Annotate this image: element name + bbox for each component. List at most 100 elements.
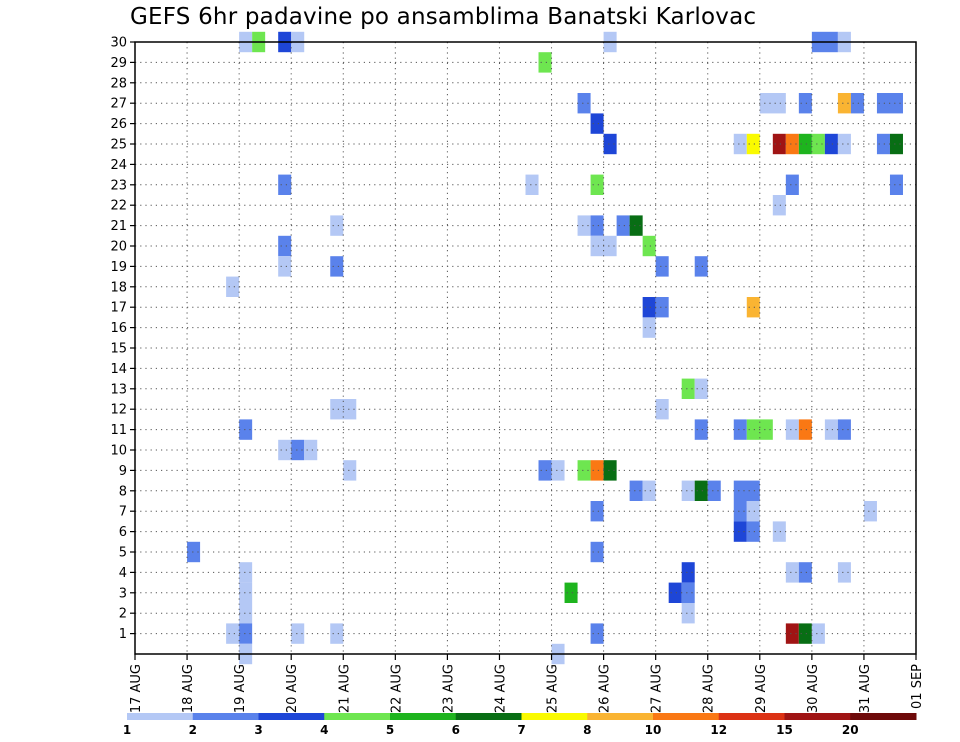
x-tick-label: 27 AUG	[650, 664, 665, 713]
heatmap-cell	[278, 235, 292, 257]
heatmap-cell	[343, 460, 357, 481]
heatmap-cell	[551, 460, 565, 481]
y-tick-label: 13	[110, 382, 127, 397]
x-tick-label: 21 AUG	[337, 664, 352, 713]
heatmap-cell	[278, 174, 292, 195]
heatmap-cell	[733, 501, 747, 522]
heatmap-cell	[785, 623, 799, 644]
y-tick-label: 18	[110, 280, 127, 295]
x-tick-label: 23 AUG	[441, 664, 456, 713]
colorbar-label: 8	[583, 723, 591, 737]
heatmap-cell	[837, 419, 851, 440]
colorbar-swatch	[521, 713, 588, 720]
heatmap-cell	[577, 460, 591, 481]
colorbar-label: 5	[386, 723, 394, 737]
colorbar-swatch	[127, 713, 194, 720]
heatmap-cell	[629, 215, 643, 236]
x-axis: 17 AUG 18 AUG 19 AUG 20 AUG 21 AUG 22 AUG 23 A…	[129, 654, 925, 713]
heatmap-cell	[772, 133, 786, 155]
heatmap-cell	[187, 541, 201, 563]
heatmap-cell	[785, 419, 799, 440]
heatmap-cell	[590, 113, 604, 134]
heatmap-cell	[837, 93, 851, 114]
x-tick-label: 17 AUG	[129, 664, 144, 713]
heatmap-cell	[681, 562, 695, 583]
heatmap-cell	[876, 133, 890, 155]
heatmap-cell	[239, 562, 253, 583]
heatmap-cell	[239, 419, 253, 440]
heatmap-cell	[239, 603, 253, 624]
y-tick-label: 14	[110, 362, 127, 377]
colorbar-swatch	[324, 713, 391, 720]
x-tick-label: 01 SEP	[910, 664, 925, 709]
x-tick-label: 25 AUG	[546, 664, 561, 713]
colorbar-label: 4	[320, 723, 328, 737]
x-tick-label: 26 AUG	[598, 664, 613, 713]
y-tick-label: 22	[110, 199, 127, 214]
heatmap-cell	[590, 460, 604, 481]
y-tick-label: 20	[110, 240, 127, 255]
heatmap-cell	[538, 52, 552, 73]
colorbar-swatch	[455, 713, 522, 720]
heatmap-cell	[226, 276, 240, 297]
heatmap-cell	[837, 562, 851, 583]
heatmap-cell	[785, 562, 799, 583]
colorbar-swatch	[784, 713, 851, 720]
heatmap-cell	[239, 582, 253, 603]
heatmap-cell	[590, 215, 604, 236]
heatmap-cell	[811, 623, 825, 644]
y-tick-label: 10	[110, 444, 127, 459]
x-tick-label: 31 AUG	[858, 664, 873, 713]
grid-lines	[135, 41, 916, 654]
heatmap-cell	[746, 133, 760, 155]
y-tick-label: 30	[110, 36, 127, 51]
y-tick-label: 17	[110, 301, 127, 316]
x-tick-label: 29 AUG	[754, 664, 769, 713]
heatmap-cell	[330, 623, 344, 644]
colorbar-label: 1	[123, 723, 131, 737]
heatmap-cell	[733, 480, 760, 501]
heatmap-cell	[733, 521, 747, 542]
heatmap-cell	[694, 378, 708, 399]
heatmap-cell	[824, 133, 838, 155]
y-tick-label: 12	[110, 403, 127, 418]
colorbar-swatch	[192, 713, 259, 720]
y-tick-label: 9	[119, 464, 127, 479]
heatmap-cell	[590, 501, 604, 522]
heatmap-cell	[681, 480, 695, 501]
heatmap-cell	[538, 460, 552, 481]
y-tick-label: 7	[119, 505, 127, 520]
heatmap-cell	[681, 378, 695, 399]
heatmap-cell	[525, 174, 539, 195]
heatmap-cell	[577, 93, 591, 114]
y-tick-label: 19	[110, 260, 127, 275]
y-tick-label: 29	[110, 56, 127, 71]
heatmap-cell	[642, 317, 656, 338]
heatmap-cell	[642, 480, 656, 501]
heatmap-cell	[603, 460, 617, 481]
y-tick-label: 2	[119, 607, 127, 622]
heatmap-cell	[889, 133, 903, 155]
heatmap-cell	[655, 399, 669, 420]
x-tick-label: 18 AUG	[181, 664, 196, 713]
heatmap-cell	[798, 93, 812, 114]
heatmap-cell	[733, 419, 747, 440]
y-tick-label: 26	[110, 117, 127, 132]
heatmap-cell	[655, 297, 669, 318]
y-axis: 1234567891011121314151617181920212223242…	[110, 36, 135, 642]
heatmap-cell	[330, 215, 344, 236]
heatmap-cell	[577, 215, 591, 236]
heatmap-cell	[746, 297, 760, 318]
heatmap-cell	[694, 419, 708, 440]
heatmap-cell	[824, 419, 838, 440]
heatmap-cell	[590, 541, 604, 563]
heatmap-cell	[239, 623, 253, 644]
colorbar-swatch	[258, 713, 325, 720]
y-tick-label: 27	[110, 97, 127, 112]
heatmap-cell	[291, 623, 305, 644]
x-tick-label: 24 AUG	[493, 664, 508, 713]
heatmap-cell	[304, 439, 318, 461]
y-tick-label: 11	[110, 423, 127, 438]
y-tick-label: 16	[110, 321, 127, 336]
heatmap-cell	[707, 480, 721, 501]
